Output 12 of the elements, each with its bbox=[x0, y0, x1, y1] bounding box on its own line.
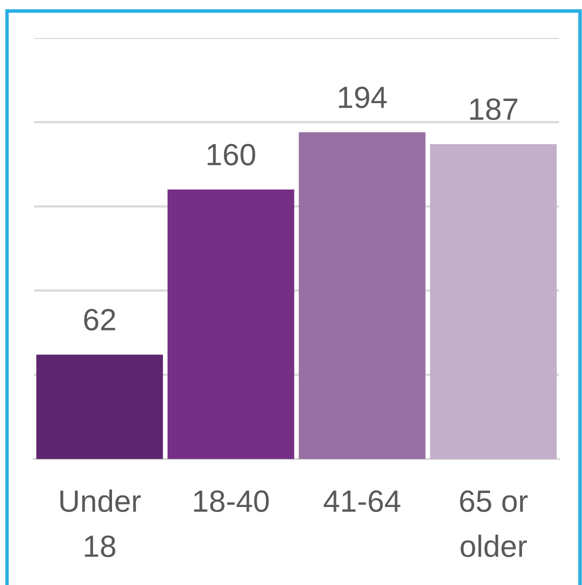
bar bbox=[168, 190, 294, 459]
bar bbox=[430, 144, 557, 459]
data-label: 194 bbox=[338, 86, 387, 108]
data-label: 187 bbox=[470, 98, 518, 120]
x-tick-label: Under 18 bbox=[60, 490, 141, 558]
data-label: 62 bbox=[84, 308, 116, 330]
x-tick-label: 18-40 bbox=[194, 490, 269, 512]
bar bbox=[298, 132, 426, 459]
bar bbox=[36, 354, 163, 459]
x-tick-label: 65 or older bbox=[460, 490, 528, 558]
data-label: 160 bbox=[208, 144, 256, 166]
x-tick-label: 41-64 bbox=[324, 490, 400, 512]
